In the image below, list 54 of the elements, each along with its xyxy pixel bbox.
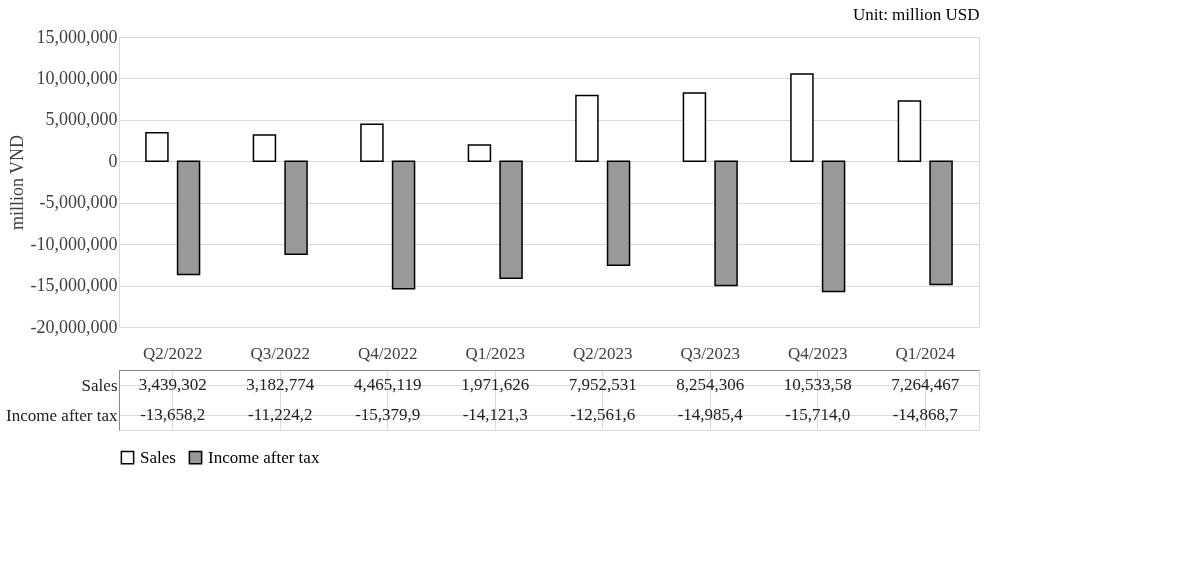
data-label: -13,658,2: [140, 405, 206, 424]
data-label: 8,254,306: [676, 375, 745, 394]
bar: [714, 160, 738, 287]
legend-label: Income after tax: [208, 447, 320, 467]
y-tick-label: -15,000,000: [30, 275, 118, 296]
bar: [145, 132, 169, 163]
bar: [284, 160, 308, 256]
data-label: -14,121,3: [462, 405, 528, 424]
data-label: -15,379,9: [355, 405, 421, 424]
bar: [391, 160, 416, 290]
data-label: -11,224,2: [247, 405, 313, 424]
bar: [606, 160, 631, 267]
x-tick-label: Q3/2022: [250, 343, 310, 363]
bar: [360, 123, 384, 163]
y-tick-label: 10,000,000: [36, 67, 118, 88]
bar: [929, 160, 953, 286]
bar: [790, 73, 814, 163]
bar: [176, 160, 201, 276]
data-label: -14,868,7: [892, 405, 959, 424]
data-label: 3,182,774: [246, 375, 315, 394]
data-label: 7,952,531: [568, 375, 637, 394]
bar: [575, 94, 599, 163]
y-tick-label: 15,000,000: [36, 26, 118, 47]
data-label: 10,533,58: [783, 375, 852, 394]
data-label: -12,561,6: [570, 405, 636, 424]
bar: [499, 160, 523, 280]
data-label: 3,439,302: [138, 375, 207, 394]
data-label: -15,714,0: [785, 405, 851, 424]
text: Income after tax: [6, 405, 118, 425]
bar: [467, 144, 492, 163]
x-tick-label: Q1/2024: [895, 343, 956, 363]
text: Sales: [81, 375, 118, 395]
y-tick-label: -10,000,000: [30, 233, 118, 254]
bar: [821, 160, 846, 293]
bar: [252, 134, 277, 163]
y-tick-label: -20,000,000: [30, 316, 118, 337]
y-tick-label: 0: [108, 150, 118, 171]
x-tick-label: Q2/2022: [143, 343, 203, 363]
y-tick-label: -5,000,000: [39, 192, 118, 213]
x-tick-label: Q2/2023: [573, 343, 633, 363]
x-tick-label: Q4/2022: [358, 343, 418, 363]
text: Unit: million USD: [852, 4, 980, 24]
data-label: 4,465,119: [354, 375, 422, 394]
data-label: -14,985,4: [677, 405, 744, 424]
bar: [897, 100, 922, 163]
x-tick-label: Q3/2023: [680, 343, 740, 363]
y-tick-label: 5,000,000: [45, 109, 118, 130]
legend-label: Sales: [140, 447, 176, 467]
data-label: 1,971,626: [461, 375, 530, 394]
y-axis-title: million VND: [6, 134, 27, 231]
bar: [682, 92, 707, 163]
x-tick-label: Q4/2023: [788, 343, 848, 363]
x-tick-label: Q1/2023: [465, 343, 525, 363]
data-label: 7,264,467: [891, 375, 960, 394]
